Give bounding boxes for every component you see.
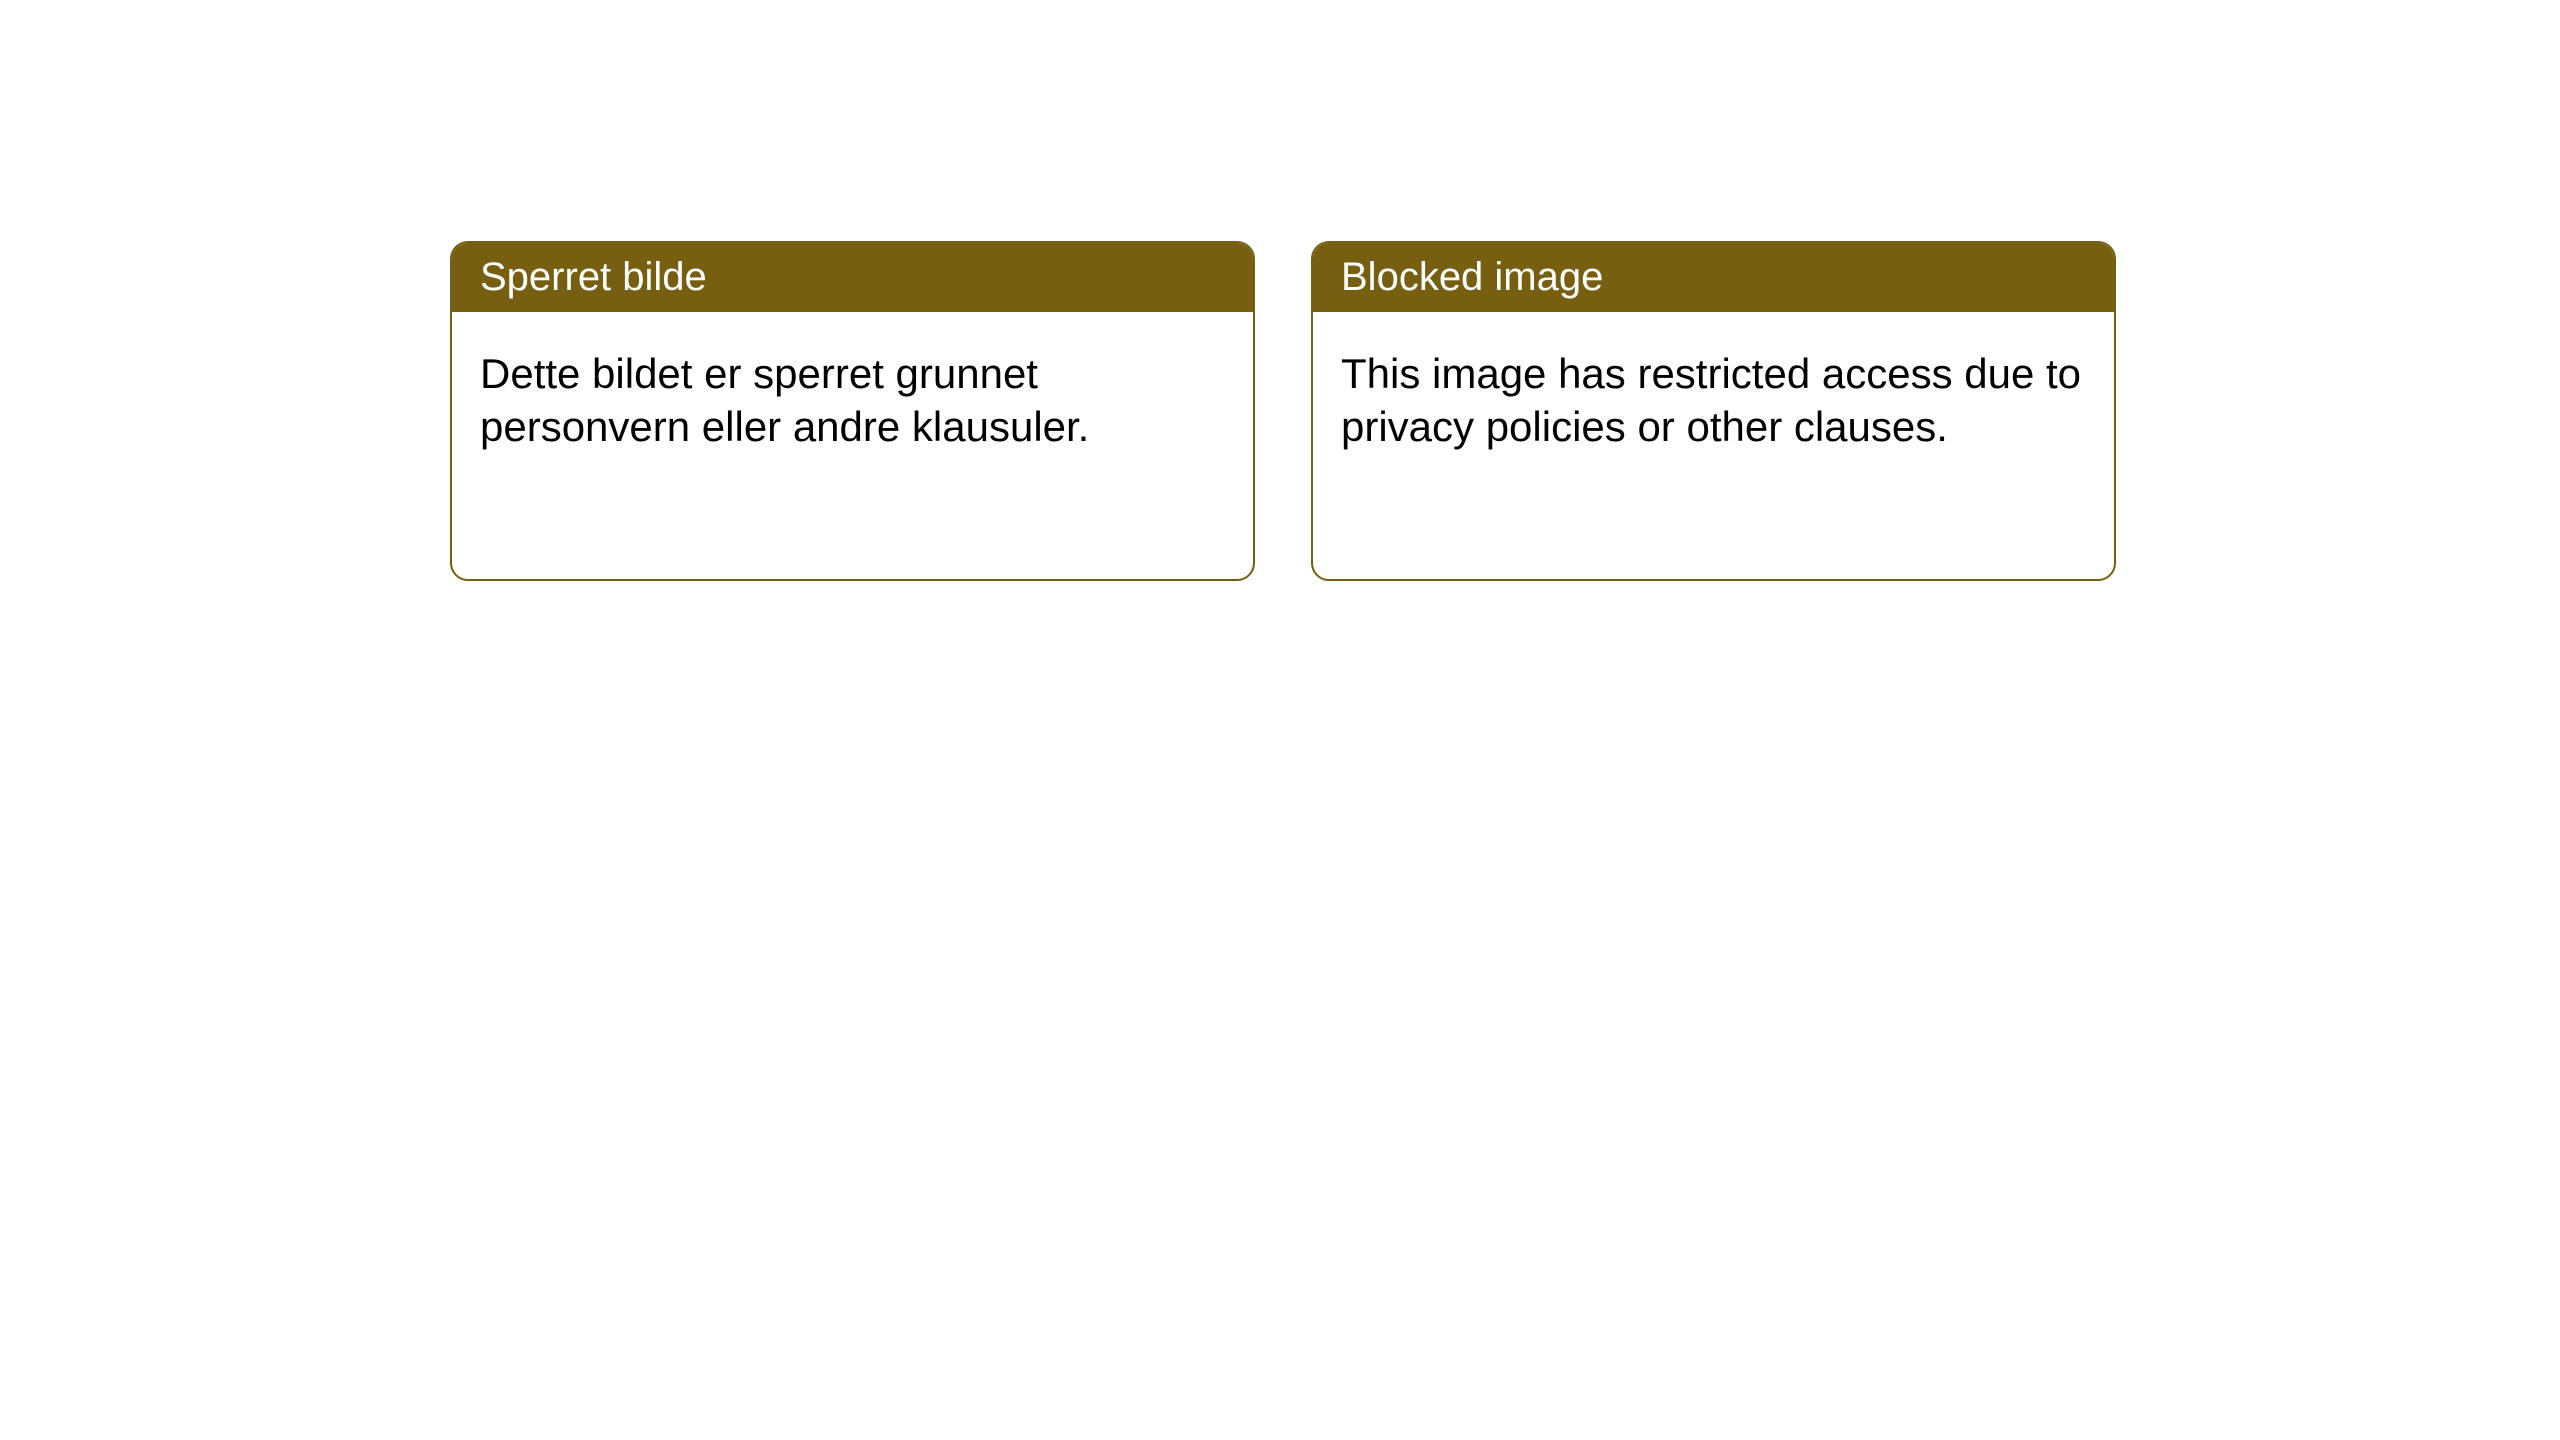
card-body: This image has restricted access due to … xyxy=(1313,312,2114,489)
card-body: Dette bildet er sperret grunnet personve… xyxy=(452,312,1253,489)
card-header: Sperret bilde xyxy=(452,243,1253,312)
card-body-text: This image has restricted access due to … xyxy=(1341,350,2081,450)
card-header: Blocked image xyxy=(1313,243,2114,312)
card-title: Sperret bilde xyxy=(480,255,707,299)
notice-cards-container: Sperret bilde Dette bildet er sperret gr… xyxy=(450,241,2116,581)
card-title: Blocked image xyxy=(1341,255,1603,299)
notice-card-english: Blocked image This image has restricted … xyxy=(1311,241,2116,581)
notice-card-norwegian: Sperret bilde Dette bildet er sperret gr… xyxy=(450,241,1255,581)
card-body-text: Dette bildet er sperret grunnet personve… xyxy=(480,350,1089,450)
